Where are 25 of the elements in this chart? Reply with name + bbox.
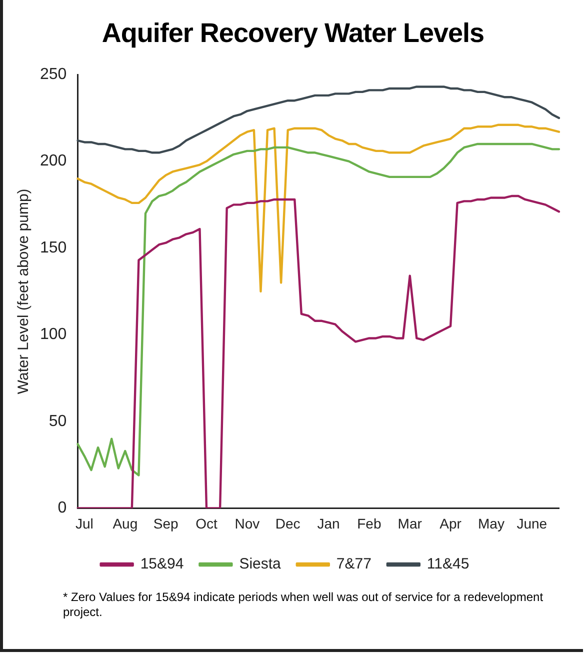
legend-label: 15&94	[140, 556, 184, 573]
chart-title: Aquifer Recovery Water Levels	[100, 18, 486, 49]
y-tick-label: 100	[40, 326, 67, 344]
x-tick-label: Jan	[317, 515, 340, 532]
x-tick-label: Aug	[112, 515, 138, 532]
x-tick-label: Feb	[357, 515, 382, 532]
x-tick-label: May	[478, 515, 504, 532]
x-tick-label: Nov	[234, 515, 260, 532]
legend-label: 11&45	[426, 556, 470, 573]
x-tick-label: Apr	[440, 515, 462, 532]
text: * Zero Values for 15&94 indicate periods when well was out of service for a redevelopment project.	[63, 590, 544, 620]
y-tick-label: 150	[40, 239, 67, 256]
y-tick-label: 200	[40, 152, 67, 170]
x-tick-label: Oct	[196, 515, 218, 532]
x-tick-label: June	[516, 515, 548, 532]
x-tick-label: Jul	[76, 515, 94, 532]
y-tick-label: 50	[48, 412, 67, 430]
y-tick-label: 250	[40, 66, 67, 84]
legend-label: 7&77	[336, 556, 372, 573]
legend-label: Siesta	[239, 556, 282, 573]
y-axis-title: Water Level (feet above pump)	[15, 188, 32, 394]
x-tick-label: Sep	[153, 515, 178, 532]
x-tick-label: Dec	[275, 515, 300, 532]
x-tick-label: Mar	[398, 515, 422, 532]
y-tick-label: 0	[58, 500, 67, 517]
